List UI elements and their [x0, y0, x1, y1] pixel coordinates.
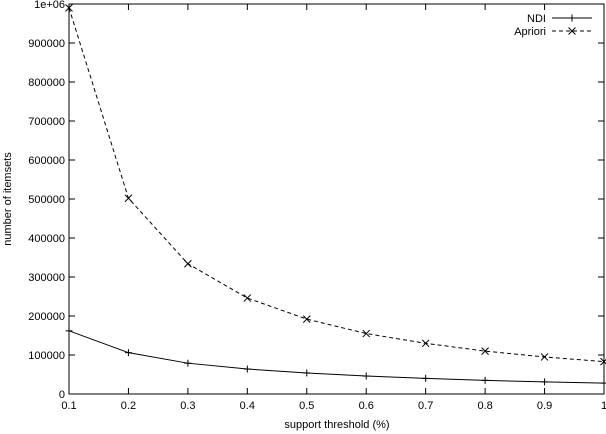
data-point-ndi	[184, 359, 192, 367]
y-tick-label: 1e+06	[34, 0, 65, 11]
data-point-apriori	[184, 259, 192, 268]
marker-stroke	[568, 27, 576, 35]
data-point-ndi	[243, 365, 251, 373]
data-point-ndi	[600, 379, 606, 387]
marker-stroke	[184, 259, 192, 268]
y-tick-label: 600000	[28, 155, 65, 167]
x-tick-label: 1	[601, 400, 606, 412]
axes	[68, 3, 605, 395]
marker-stroke	[243, 294, 252, 302]
y-tick-label: 300000	[28, 272, 65, 284]
y-tick-label: 400000	[28, 233, 65, 245]
data-point-ndi	[362, 372, 370, 380]
y-tick-label: 0	[59, 389, 65, 401]
series-ndi	[65, 327, 606, 387]
data-point-ndi	[541, 378, 549, 386]
data-point-ndi	[124, 349, 132, 357]
data-point-apriori	[302, 315, 311, 323]
data-point-apriori	[421, 339, 430, 348]
y-tick-label: 900000	[28, 38, 65, 50]
x-tick-label: 0.3	[180, 400, 195, 412]
marker-stroke	[124, 194, 133, 203]
data-point-apriori	[124, 194, 133, 203]
y-axis-title: number of itemsets	[2, 152, 14, 246]
series-apriori	[65, 4, 606, 366]
marker-stroke	[362, 329, 371, 338]
marker-stroke	[540, 353, 549, 361]
y-tick-label: 800000	[28, 77, 65, 89]
legend-label-ndi: NDI	[527, 13, 546, 25]
data-point-ndi	[481, 376, 489, 384]
legend-marker-apriori	[568, 27, 576, 35]
ticks: 0.1 0.2 0.3 0.4 0.5 0.6 0.7 0.8 0.9 1 0 100000 20000…	[28, 0, 606, 412]
x-tick-label: 0.8	[477, 400, 492, 412]
x-tick-label: 0.7	[418, 400, 433, 412]
legend-label-apriori: Apriori	[514, 26, 546, 38]
y-tick-label: 700000	[28, 116, 65, 128]
data-point-ndi	[422, 374, 430, 382]
x-tick-label: 0.1	[61, 400, 76, 412]
plot-frame	[68, 3, 605, 395]
y-tick-label: 200000	[28, 311, 65, 323]
data-point-apriori	[481, 347, 489, 355]
x-tick-label: 0.6	[359, 400, 374, 412]
data-point-apriori	[65, 4, 73, 12]
marker-stroke	[65, 4, 73, 12]
x-tick-label: 0.5	[299, 400, 314, 412]
data-point-apriori	[362, 329, 371, 338]
x-axis-title: support threshold (%)	[284, 419, 389, 431]
marker-stroke	[600, 358, 606, 366]
y-tick-label: 500000	[28, 194, 65, 206]
x-tick-label: 0.4	[240, 400, 255, 412]
series	[65, 4, 606, 387]
y-tick-label: 100000	[28, 350, 65, 362]
data-point-ndi	[65, 327, 73, 335]
marker-stroke	[421, 339, 430, 348]
series-line-ndi	[68, 330, 605, 384]
data-point-apriori	[243, 294, 252, 302]
x-tick-label: 0.9	[537, 400, 552, 412]
marker-stroke	[481, 347, 489, 355]
data-point-apriori	[600, 357, 606, 366]
x-tick-label: 0.2	[121, 400, 136, 412]
legend-marker-ndi	[568, 14, 576, 22]
marker-stroke	[302, 315, 311, 323]
series-line-apriori	[68, 7, 605, 363]
data-point-ndi	[303, 369, 311, 377]
data-point-apriori	[540, 353, 549, 361]
